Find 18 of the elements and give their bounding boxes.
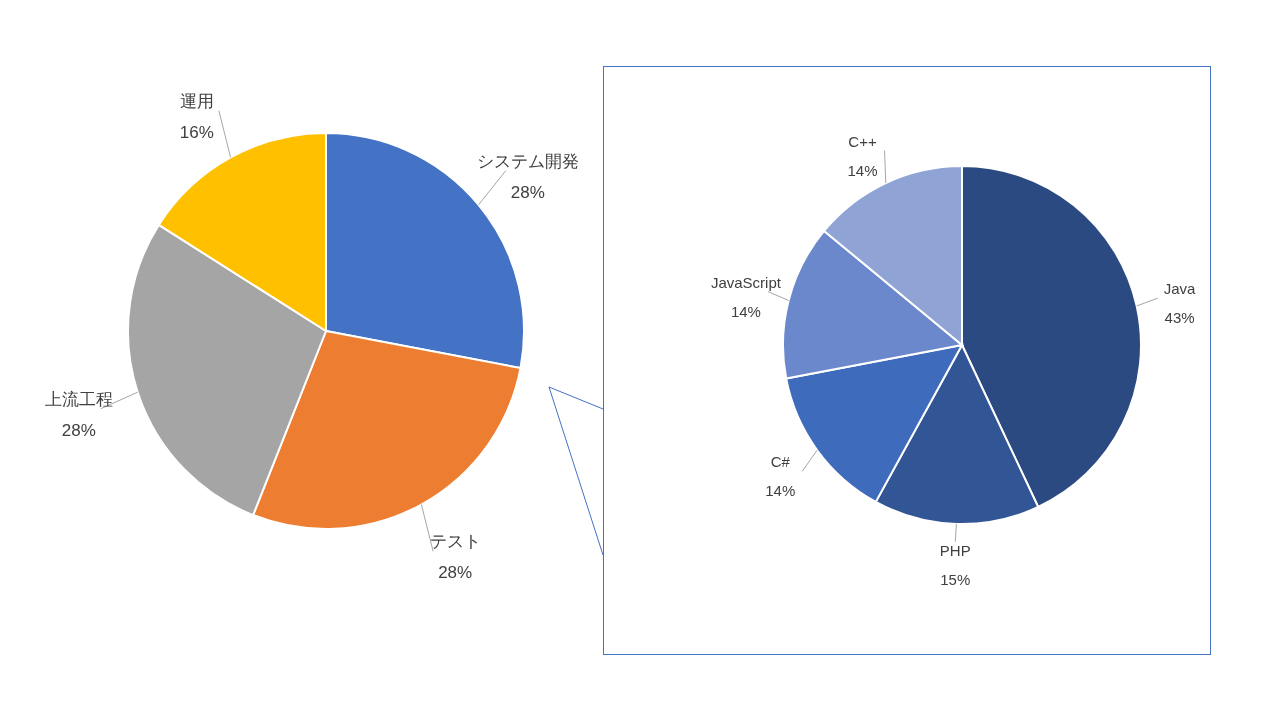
slice-label: Java: [1163, 280, 1197, 298]
data-label: 14%: [847, 161, 878, 179]
data-label: 28%: [510, 182, 545, 202]
data-label: 15%: [940, 570, 971, 588]
slice-label: テスト: [429, 532, 481, 552]
slice-label: 上流工程: [44, 389, 113, 409]
data-label: 14%: [765, 482, 796, 500]
slice-label: C#: [770, 453, 791, 471]
slice-label: システム開発: [476, 151, 579, 171]
slice-label: 運用: [179, 91, 214, 111]
slice-label: C++: [848, 132, 877, 150]
data-label: 28%: [438, 563, 473, 583]
data-label: 14%: [730, 302, 761, 320]
slice-label: JavaScript: [710, 273, 782, 291]
data-label: 16%: [179, 122, 214, 142]
data-label: 28%: [61, 420, 96, 440]
data-label: 43%: [1164, 309, 1195, 327]
slice-label: PHP: [939, 541, 971, 559]
